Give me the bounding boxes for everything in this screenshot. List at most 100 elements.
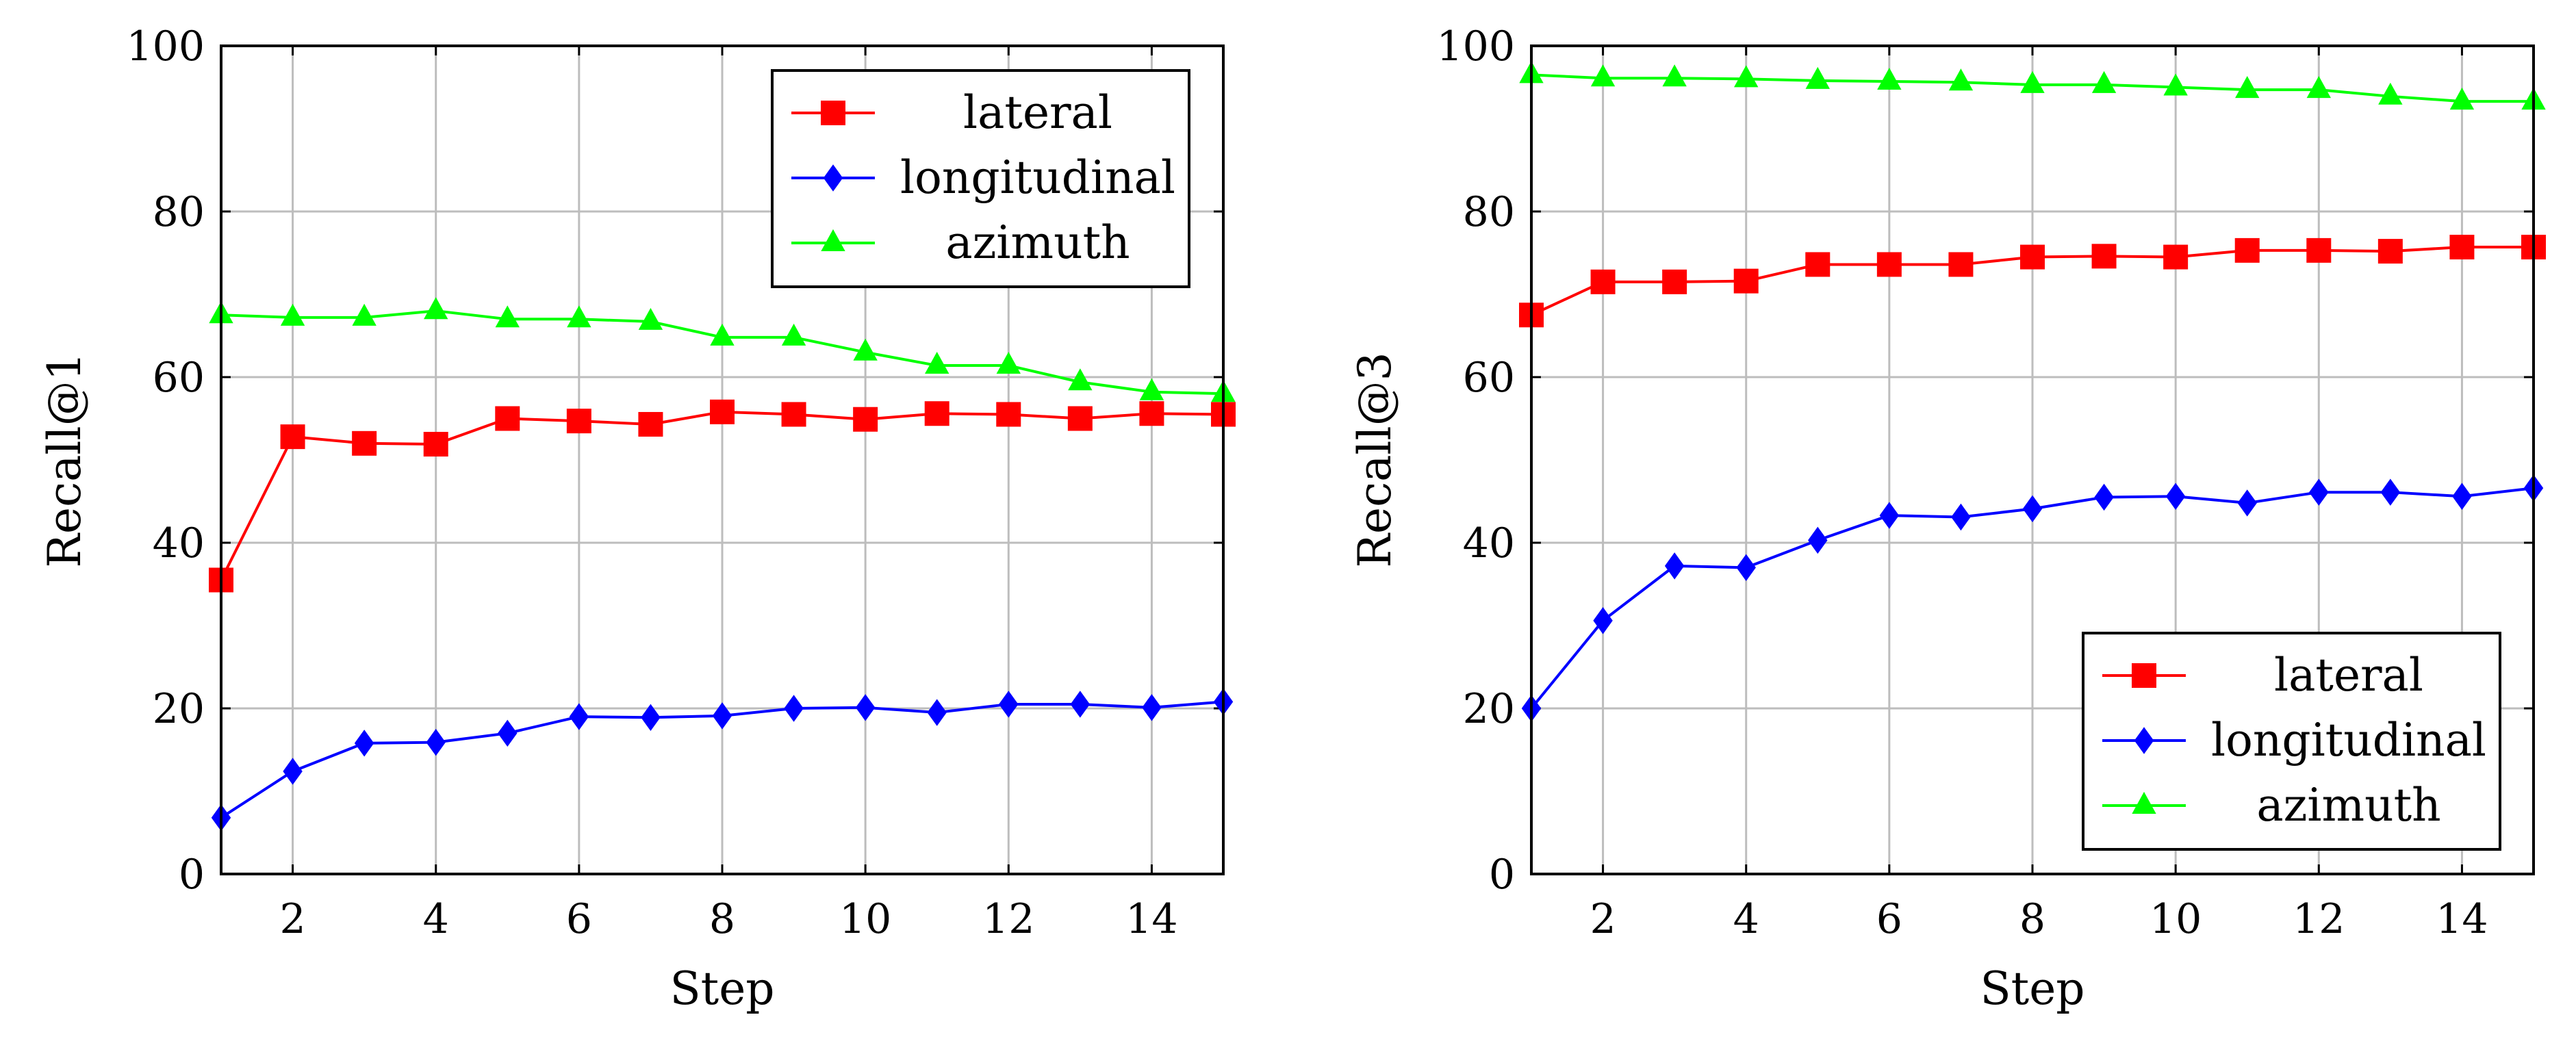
data-point-lateral bbox=[638, 411, 663, 437]
legend-marker-longitudinal bbox=[2134, 727, 2154, 754]
data-point-longitudinal bbox=[999, 691, 1019, 718]
legend-item-lateral: lateral bbox=[2102, 649, 2423, 702]
data-point-azimuth bbox=[2378, 82, 2403, 105]
data-point-lateral bbox=[1067, 406, 1093, 431]
data-point-lateral bbox=[2306, 237, 2332, 263]
legend-label: azimuth bbox=[945, 216, 1130, 269]
data-point-longitudinal bbox=[1808, 526, 1828, 554]
legend: lateral longitudinal azimuth bbox=[2082, 632, 2501, 851]
legend-marker-lateral bbox=[2132, 663, 2156, 688]
data-point-azimuth bbox=[1805, 66, 1830, 89]
data-point-longitudinal bbox=[1736, 554, 1756, 582]
data-point-longitudinal bbox=[1879, 502, 1900, 529]
data-point-azimuth bbox=[1068, 368, 1093, 391]
data-point-lateral bbox=[996, 402, 1021, 427]
data-point-longitudinal bbox=[2309, 478, 2329, 506]
data-point-lateral bbox=[1805, 252, 1831, 277]
x-axis-label: Step bbox=[669, 962, 774, 1015]
x-axis-label: Step bbox=[1980, 962, 2084, 1015]
data-point-longitudinal bbox=[569, 703, 589, 730]
data-point-lateral bbox=[1139, 401, 1164, 426]
data-point-azimuth bbox=[2091, 70, 2117, 93]
ticks: 2 4 6 8 10 12 14 0 20 40 60 80 100 bbox=[1436, 23, 2534, 943]
series-longitudinal bbox=[211, 688, 1234, 832]
x-tick-label: 10 bbox=[2150, 895, 2202, 943]
x-tick-label: 8 bbox=[2019, 895, 2045, 943]
data-point-longitudinal bbox=[855, 694, 876, 721]
data-point-lateral bbox=[2449, 235, 2475, 260]
data-point-azimuth bbox=[567, 305, 591, 328]
legend-label: longitudinal bbox=[900, 151, 1175, 204]
data-point-azimuth bbox=[2020, 70, 2045, 93]
data-point-longitudinal bbox=[498, 719, 518, 747]
data-point-lateral bbox=[853, 407, 878, 432]
plot-frame bbox=[220, 44, 1225, 875]
data-point-lateral bbox=[1876, 252, 1902, 277]
data-point-azimuth bbox=[1662, 64, 1687, 87]
data-point-longitudinal bbox=[426, 728, 446, 756]
data-point-azimuth bbox=[424, 297, 448, 320]
data-point-lateral bbox=[710, 399, 735, 424]
data-point-azimuth bbox=[495, 305, 520, 328]
data-point-longitudinal bbox=[2452, 483, 2472, 510]
data-point-lateral bbox=[2234, 237, 2260, 263]
legend: lateral longitudinal azimuth bbox=[771, 69, 1190, 288]
data-point-azimuth bbox=[710, 323, 735, 346]
y-axis-label: Recall@1 bbox=[38, 352, 91, 567]
data-point-azimuth bbox=[1948, 68, 1974, 91]
data-point-lateral bbox=[781, 402, 806, 427]
data-point-lateral bbox=[566, 409, 591, 434]
data-point-lateral bbox=[1733, 268, 1759, 294]
data-point-lateral bbox=[924, 401, 949, 426]
data-point-lateral bbox=[423, 432, 448, 457]
x-tick-label: 10 bbox=[839, 895, 891, 943]
data-point-azimuth bbox=[1734, 65, 1759, 88]
x-tick-label: 2 bbox=[279, 895, 305, 943]
data-point-longitudinal bbox=[2237, 489, 2257, 517]
data-point-azimuth bbox=[781, 323, 806, 346]
data-point-lateral bbox=[2020, 244, 2045, 270]
data-point-azimuth bbox=[1877, 67, 1902, 90]
legend-item-azimuth: azimuth bbox=[2102, 779, 2441, 832]
series-azimuth bbox=[1519, 61, 2546, 110]
data-point-lateral bbox=[2163, 244, 2189, 270]
y-tick-label: 80 bbox=[1463, 188, 1515, 236]
data-point-lateral bbox=[352, 430, 377, 456]
data-point-longitudinal bbox=[283, 758, 303, 785]
x-tick-label: 14 bbox=[1125, 895, 1177, 943]
y-axis-label: Recall@3 bbox=[1349, 352, 1401, 567]
data-point-longitudinal bbox=[2094, 483, 2114, 511]
data-point-azimuth bbox=[2235, 76, 2260, 99]
x-tick-label: 4 bbox=[1733, 895, 1759, 943]
data-point-azimuth bbox=[853, 338, 878, 361]
x-tick-label: 2 bbox=[1590, 895, 1616, 943]
y-tick-label: 0 bbox=[1489, 851, 1515, 899]
chart-2: 2 4 6 8 10 12 14 0 20 40 60 80 100 Step Recall@3 latera… bbox=[1349, 23, 2546, 1015]
y-tick-label: 20 bbox=[153, 685, 205, 733]
data-point-azimuth bbox=[352, 303, 377, 326]
data-point-azimuth bbox=[996, 351, 1021, 374]
legend-marker-lateral bbox=[821, 101, 845, 125]
data-point-lateral bbox=[495, 406, 520, 431]
data-point-longitudinal bbox=[2380, 478, 2401, 506]
data-point-longitudinal bbox=[784, 695, 804, 722]
ticks: 2 4 6 8 10 12 14 0 20 40 60 80 100 bbox=[126, 23, 1223, 943]
data-point-azimuth bbox=[925, 351, 949, 374]
plot-frame bbox=[1530, 44, 2535, 875]
x-tick-label: 4 bbox=[423, 895, 449, 943]
x-tick-label: 14 bbox=[2436, 895, 2488, 943]
data-point-longitudinal bbox=[712, 702, 732, 730]
y-tick-label: 20 bbox=[1463, 685, 1515, 733]
y-tick-label: 80 bbox=[153, 188, 205, 236]
data-point-azimuth bbox=[280, 303, 305, 326]
data-point-azimuth bbox=[2163, 73, 2188, 96]
data-point-azimuth bbox=[1139, 378, 1164, 400]
legend-label: longitudinal bbox=[2211, 714, 2486, 767]
y-tick-label: 0 bbox=[179, 851, 205, 899]
legend-marker-azimuth bbox=[821, 229, 845, 251]
data-point-azimuth bbox=[638, 307, 663, 330]
data-point-longitudinal bbox=[1070, 691, 1091, 718]
y-tick-label: 60 bbox=[1463, 354, 1515, 402]
data-point-lateral bbox=[1948, 252, 1974, 277]
